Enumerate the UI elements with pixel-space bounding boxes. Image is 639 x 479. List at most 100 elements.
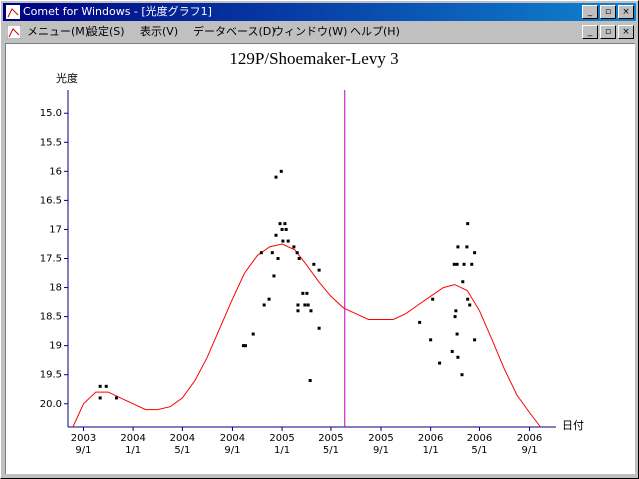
menu-item[interactable]: データベース(D) bbox=[193, 25, 276, 38]
x-tick-label: 1/1 bbox=[125, 445, 141, 456]
restore-button[interactable]: ▫ bbox=[600, 5, 616, 19]
x-tick-label: 9/1 bbox=[75, 445, 91, 456]
x-tick-label: 2006 bbox=[517, 433, 542, 444]
observation-point bbox=[114, 396, 118, 400]
chart-title: 129P/Shoemaker-Levy 3 bbox=[229, 49, 398, 68]
observation-point bbox=[98, 384, 102, 388]
x-tick-label: 9/1 bbox=[224, 445, 240, 456]
observation-point bbox=[286, 239, 290, 243]
observation-point bbox=[280, 227, 284, 231]
observation-point bbox=[466, 297, 470, 301]
observation-point bbox=[317, 326, 321, 330]
y-axis-label: 光度 bbox=[56, 71, 78, 85]
x-tick-label: 5/1 bbox=[471, 445, 487, 456]
x-tick-label: 5/1 bbox=[323, 445, 339, 456]
x-tick-label: 2005 bbox=[318, 433, 343, 444]
y-tick-label: 16.5 bbox=[40, 195, 62, 206]
y-tick-label: 20.0 bbox=[40, 399, 62, 410]
minimize-button[interactable]: _ bbox=[582, 5, 598, 19]
observation-point bbox=[243, 344, 247, 348]
observation-point bbox=[455, 262, 459, 266]
menu-bar: _ ▫ × メニュー(M) 設定(S) 表示(V) データベース(D) ウィンドウ(W) ヘル… bbox=[3, 22, 636, 41]
observation-point bbox=[296, 309, 300, 313]
observation-point bbox=[306, 303, 310, 307]
doc-icon bbox=[7, 25, 21, 39]
observation-point bbox=[259, 251, 263, 255]
observation-point bbox=[267, 297, 271, 301]
observation-point bbox=[279, 169, 283, 173]
y-tick-label: 19.5 bbox=[40, 370, 62, 381]
x-tick-label: 2006 bbox=[467, 433, 492, 444]
menu-item[interactable]: ウィンドウ(W) bbox=[273, 25, 348, 38]
y-tick-label: 19 bbox=[49, 341, 62, 352]
x-tick-label: 2003 bbox=[71, 433, 96, 444]
title-bar: Comet for Windows - [光度グラフ1] _ ▫ × bbox=[3, 3, 636, 21]
observation-point bbox=[454, 309, 458, 313]
observation-point bbox=[274, 175, 278, 179]
observation-point bbox=[297, 257, 301, 260]
menu-item[interactable]: ヘルプ(H) bbox=[350, 25, 400, 38]
x-tick-label: 2005 bbox=[269, 433, 294, 444]
x-tick-label: 2006 bbox=[418, 433, 443, 444]
predicted-curve bbox=[72, 243, 541, 428]
observation-point bbox=[281, 239, 285, 243]
observation-point bbox=[455, 332, 459, 336]
chart: 129P/Shoemaker-Levy 3 光度 日付 15.0 15.5 16 16… bbox=[40, 49, 584, 456]
observation-point bbox=[456, 355, 460, 359]
observation-point bbox=[462, 262, 466, 266]
observation-point bbox=[312, 262, 316, 266]
observation-point bbox=[296, 303, 300, 307]
x-tick-label: 5/1 bbox=[174, 445, 190, 456]
x-tick-label: 2004 bbox=[220, 433, 245, 444]
observation-point bbox=[450, 349, 454, 353]
observation-point bbox=[278, 222, 282, 226]
observation-point bbox=[284, 227, 288, 231]
y-tick-label: 16 bbox=[49, 166, 62, 177]
observation-point bbox=[295, 251, 299, 255]
observation-point bbox=[251, 332, 255, 336]
observation-point bbox=[465, 245, 469, 249]
y-tick-label: 17.5 bbox=[40, 254, 62, 265]
menu-item[interactable]: 表示(V) bbox=[140, 25, 179, 38]
observation-point bbox=[453, 315, 457, 319]
menu-item[interactable]: メニュー(M) bbox=[27, 25, 90, 38]
x-axis-label: 日付 bbox=[562, 419, 584, 432]
observation-point bbox=[429, 338, 433, 342]
observation-point bbox=[317, 268, 321, 272]
y-tick-label: 17 bbox=[49, 224, 62, 235]
observation-point bbox=[98, 396, 102, 400]
y-tick-label: 18 bbox=[49, 283, 62, 294]
observation-point bbox=[270, 251, 274, 255]
observation-point bbox=[303, 303, 307, 307]
observation-point bbox=[104, 384, 108, 388]
observation-point bbox=[460, 373, 464, 377]
observation-point bbox=[301, 291, 305, 295]
observation-point bbox=[456, 245, 460, 249]
observation-point bbox=[470, 262, 474, 266]
y-tick-label: 15.5 bbox=[40, 137, 62, 148]
observation-point bbox=[262, 303, 266, 307]
observation-point bbox=[272, 274, 276, 278]
observation-point bbox=[473, 338, 477, 342]
observation-point bbox=[274, 233, 278, 237]
observation-point bbox=[308, 379, 312, 383]
x-tick-label: 2005 bbox=[368, 433, 393, 444]
menu-item[interactable]: 設定(S) bbox=[87, 25, 125, 38]
observation-point bbox=[438, 361, 442, 365]
x-tick-label: 2004 bbox=[170, 433, 195, 444]
observation-point bbox=[276, 257, 280, 260]
observation-point bbox=[309, 309, 313, 313]
observation-point bbox=[431, 297, 435, 301]
y-tick-label: 18.5 bbox=[40, 312, 62, 323]
child-restore[interactable]: ▫ bbox=[600, 25, 616, 39]
x-tick-label: 1/1 bbox=[274, 445, 290, 456]
child-close[interactable]: × bbox=[618, 25, 634, 39]
x-tick-label: 1/1 bbox=[423, 445, 439, 456]
observation-point bbox=[452, 262, 456, 266]
close-button[interactable]: × bbox=[618, 5, 634, 19]
x-tick-label: 9/1 bbox=[373, 445, 389, 456]
x-tick-label: 9/1 bbox=[521, 445, 537, 456]
observation-point bbox=[292, 245, 296, 249]
child-minimize[interactable]: _ bbox=[582, 25, 598, 39]
